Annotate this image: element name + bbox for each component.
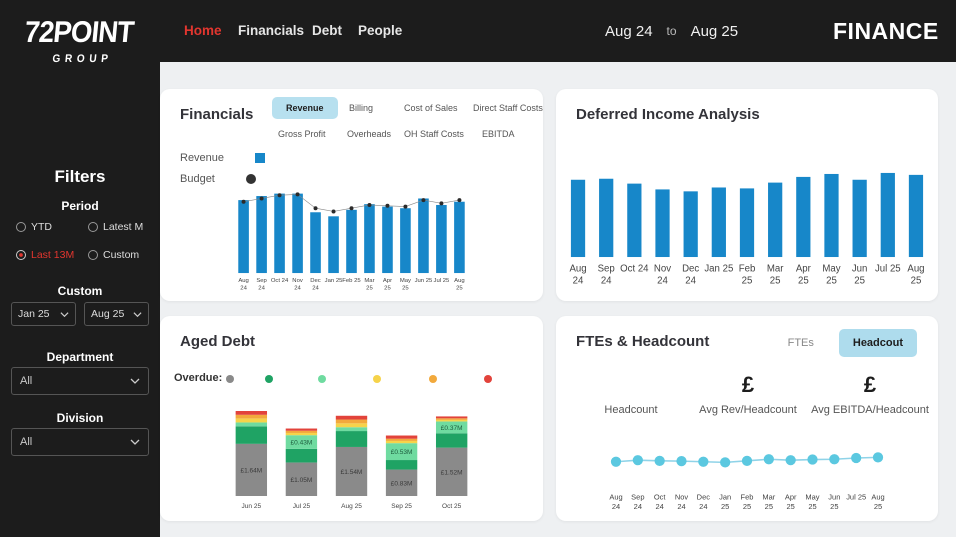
- svg-text:Dec: Dec: [682, 263, 699, 274]
- svg-text:Apr: Apr: [785, 493, 797, 502]
- svg-text:Jun: Jun: [852, 263, 868, 274]
- svg-text:24: 24: [699, 502, 707, 511]
- svg-text:£1.64M: £1.64M: [240, 468, 262, 475]
- svg-text:Jul 25: Jul 25: [293, 503, 311, 510]
- svg-text:Jul 25: Jul 25: [846, 493, 866, 502]
- svg-text:Jul 25: Jul 25: [875, 263, 901, 274]
- svg-text:Jun 25: Jun 25: [415, 278, 433, 284]
- svg-text:Apr: Apr: [796, 263, 812, 274]
- svg-text:£1.05M: £1.05M: [291, 477, 313, 484]
- svg-text:25: 25: [743, 502, 751, 511]
- svg-text:25: 25: [721, 502, 729, 511]
- svg-text:Feb: Feb: [741, 493, 754, 502]
- svg-text:24: 24: [685, 275, 696, 286]
- svg-text:£1.52M: £1.52M: [441, 469, 463, 476]
- svg-text:25: 25: [830, 502, 838, 511]
- svg-text:25: 25: [854, 275, 865, 286]
- svg-text:Feb 25: Feb 25: [342, 278, 361, 284]
- svg-text:25: 25: [366, 285, 373, 291]
- svg-text:Jan 25: Jan 25: [325, 278, 343, 284]
- svg-text:Oct 25: Oct 25: [442, 503, 462, 510]
- svg-text:Nov: Nov: [675, 493, 689, 502]
- svg-text:24: 24: [573, 275, 584, 286]
- svg-text:May: May: [400, 278, 411, 284]
- svg-text:Sep: Sep: [631, 493, 644, 502]
- svg-text:Aug 25: Aug 25: [341, 503, 362, 510]
- svg-text:24: 24: [656, 502, 664, 511]
- svg-text:Nov: Nov: [654, 263, 671, 274]
- svg-text:25: 25: [911, 275, 922, 286]
- svg-text:Aug: Aug: [609, 493, 622, 502]
- svg-text:£0.83M: £0.83M: [391, 480, 413, 487]
- svg-text:Oct 24: Oct 24: [271, 278, 289, 284]
- svg-text:25: 25: [402, 285, 409, 291]
- svg-text:£0.53M: £0.53M: [391, 449, 413, 456]
- svg-text:Aug: Aug: [907, 263, 924, 274]
- svg-text:Sep: Sep: [598, 263, 615, 274]
- svg-text:Aug: Aug: [238, 278, 249, 284]
- svg-text:Oct: Oct: [654, 493, 667, 502]
- svg-text:24: 24: [601, 275, 612, 286]
- svg-text:Jun 25: Jun 25: [242, 503, 262, 510]
- svg-text:Jan: Jan: [719, 493, 731, 502]
- svg-text:Nov: Nov: [292, 278, 303, 284]
- svg-text:25: 25: [798, 275, 809, 286]
- svg-text:Feb: Feb: [739, 263, 756, 274]
- svg-text:25: 25: [742, 275, 753, 286]
- svg-text:25: 25: [384, 285, 391, 291]
- svg-text:May: May: [822, 263, 840, 274]
- svg-text:25: 25: [770, 275, 781, 286]
- svg-text:Mar: Mar: [767, 263, 784, 274]
- svg-text:May: May: [805, 493, 819, 502]
- svg-text:25: 25: [765, 502, 773, 511]
- svg-text:25: 25: [787, 502, 795, 511]
- svg-text:Jan 25: Jan 25: [704, 263, 733, 274]
- svg-text:Oct 24: Oct 24: [620, 263, 649, 274]
- svg-text:Aug: Aug: [569, 263, 586, 274]
- svg-text:£1.54M: £1.54M: [341, 469, 363, 476]
- svg-text:Aug: Aug: [454, 278, 465, 284]
- svg-text:Dec: Dec: [697, 493, 711, 502]
- svg-text:25: 25: [456, 285, 463, 291]
- svg-text:Aug: Aug: [871, 493, 884, 502]
- svg-text:25: 25: [874, 502, 882, 511]
- svg-text:£0.43M: £0.43M: [291, 440, 313, 447]
- svg-text:24: 24: [612, 502, 620, 511]
- svg-text:Dec: Dec: [310, 278, 321, 284]
- svg-text:25: 25: [808, 502, 816, 511]
- svg-text:24: 24: [294, 285, 301, 291]
- svg-text:Sep: Sep: [256, 278, 267, 284]
- svg-text:Jul 25: Jul 25: [434, 278, 450, 284]
- svg-text:24: 24: [634, 502, 642, 511]
- svg-text:Mar: Mar: [364, 278, 374, 284]
- svg-text:24: 24: [312, 285, 319, 291]
- svg-text:24: 24: [240, 285, 247, 291]
- svg-text:Jun: Jun: [828, 493, 840, 502]
- svg-text:24: 24: [258, 285, 265, 291]
- svg-text:Mar: Mar: [762, 493, 775, 502]
- svg-text:£0.37M: £0.37M: [441, 425, 463, 432]
- svg-text:24: 24: [657, 275, 668, 286]
- svg-text:24: 24: [677, 502, 685, 511]
- svg-text:25: 25: [826, 275, 837, 286]
- svg-text:Apr: Apr: [383, 278, 392, 284]
- svg-text:Sep 25: Sep 25: [391, 503, 412, 510]
